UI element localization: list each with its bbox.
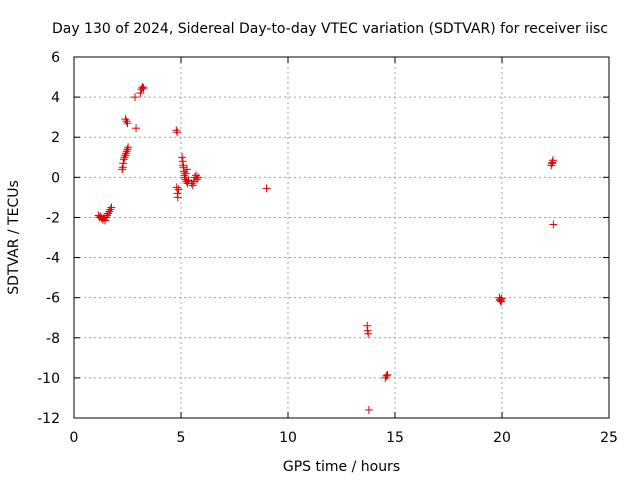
data-point [181,169,190,178]
data-point [382,371,391,380]
data-point [189,177,198,186]
x-tick-label: 15 [386,430,404,446]
data-point [107,203,116,212]
data-point [139,84,148,93]
data-point [104,209,113,218]
data-point [136,89,145,98]
x-tick-label: 0 [70,430,79,446]
data-point [122,147,131,156]
y-tick-label: -4 [46,251,60,267]
grid-lines [74,57,609,418]
data-point [118,165,127,174]
plot-frame [73,56,610,419]
data-point [173,128,182,137]
data-point [549,220,558,229]
data-point [123,145,132,154]
data-point [364,405,373,414]
x-tick-label: 25 [600,430,618,446]
data-point [194,173,203,182]
data-point [182,177,191,186]
data-point [122,117,131,126]
y-tick-label: 6 [51,50,60,66]
data-point [123,119,132,128]
data-point [121,151,130,160]
data-point [122,149,131,158]
data-point [383,370,392,379]
data-point [188,181,197,190]
data-points [94,83,558,414]
y-tick-label: -6 [46,291,60,307]
y-tick-label: -12 [37,411,60,427]
data-point [182,165,191,174]
data-point [132,124,141,133]
data-point [364,329,373,338]
y-tick-label: 4 [51,90,60,106]
data-point [102,213,111,222]
data-point [138,83,147,92]
data-point [496,296,505,305]
chart-title: Day 130 of 2024, Sidereal Day-to-day VTE… [52,21,608,37]
data-point [172,183,181,192]
data-point [193,175,202,184]
x-axis-label: GPS time / hours [283,459,400,475]
data-point [121,115,130,124]
x-tick-label: 20 [493,430,511,446]
y-tick-label: -2 [46,210,60,226]
y-tick-label: -8 [46,331,60,347]
data-point [178,153,187,162]
data-point [119,155,128,164]
data-point [119,159,128,168]
y-tick-label: -10 [37,371,60,387]
data-point [191,171,200,180]
data-point [130,93,139,102]
x-tick-label: 5 [177,430,186,446]
data-point [173,193,182,202]
data-point [105,207,114,216]
data-point [106,205,115,214]
data-point [548,156,557,165]
data-point [124,143,133,152]
data-point [262,184,271,193]
data-point [98,215,107,224]
y-tick-label: 2 [51,130,60,146]
x-tick-label: 10 [279,430,297,446]
data-point [187,179,196,188]
data-point [174,185,183,194]
data-point [137,85,146,94]
y-tick-label: 0 [51,170,60,186]
data-point [495,295,504,304]
axis-ticks: 0 5 10 15 20 25 -12 -10 -8 -6 -4 -2 0 2 4 6 [37,50,618,446]
y-axis-label: SDTVAR / TECUs [6,180,22,295]
data-point [120,153,129,162]
data-point [103,211,112,220]
data-point [497,294,506,303]
data-point [97,214,106,223]
data-point [172,126,181,135]
